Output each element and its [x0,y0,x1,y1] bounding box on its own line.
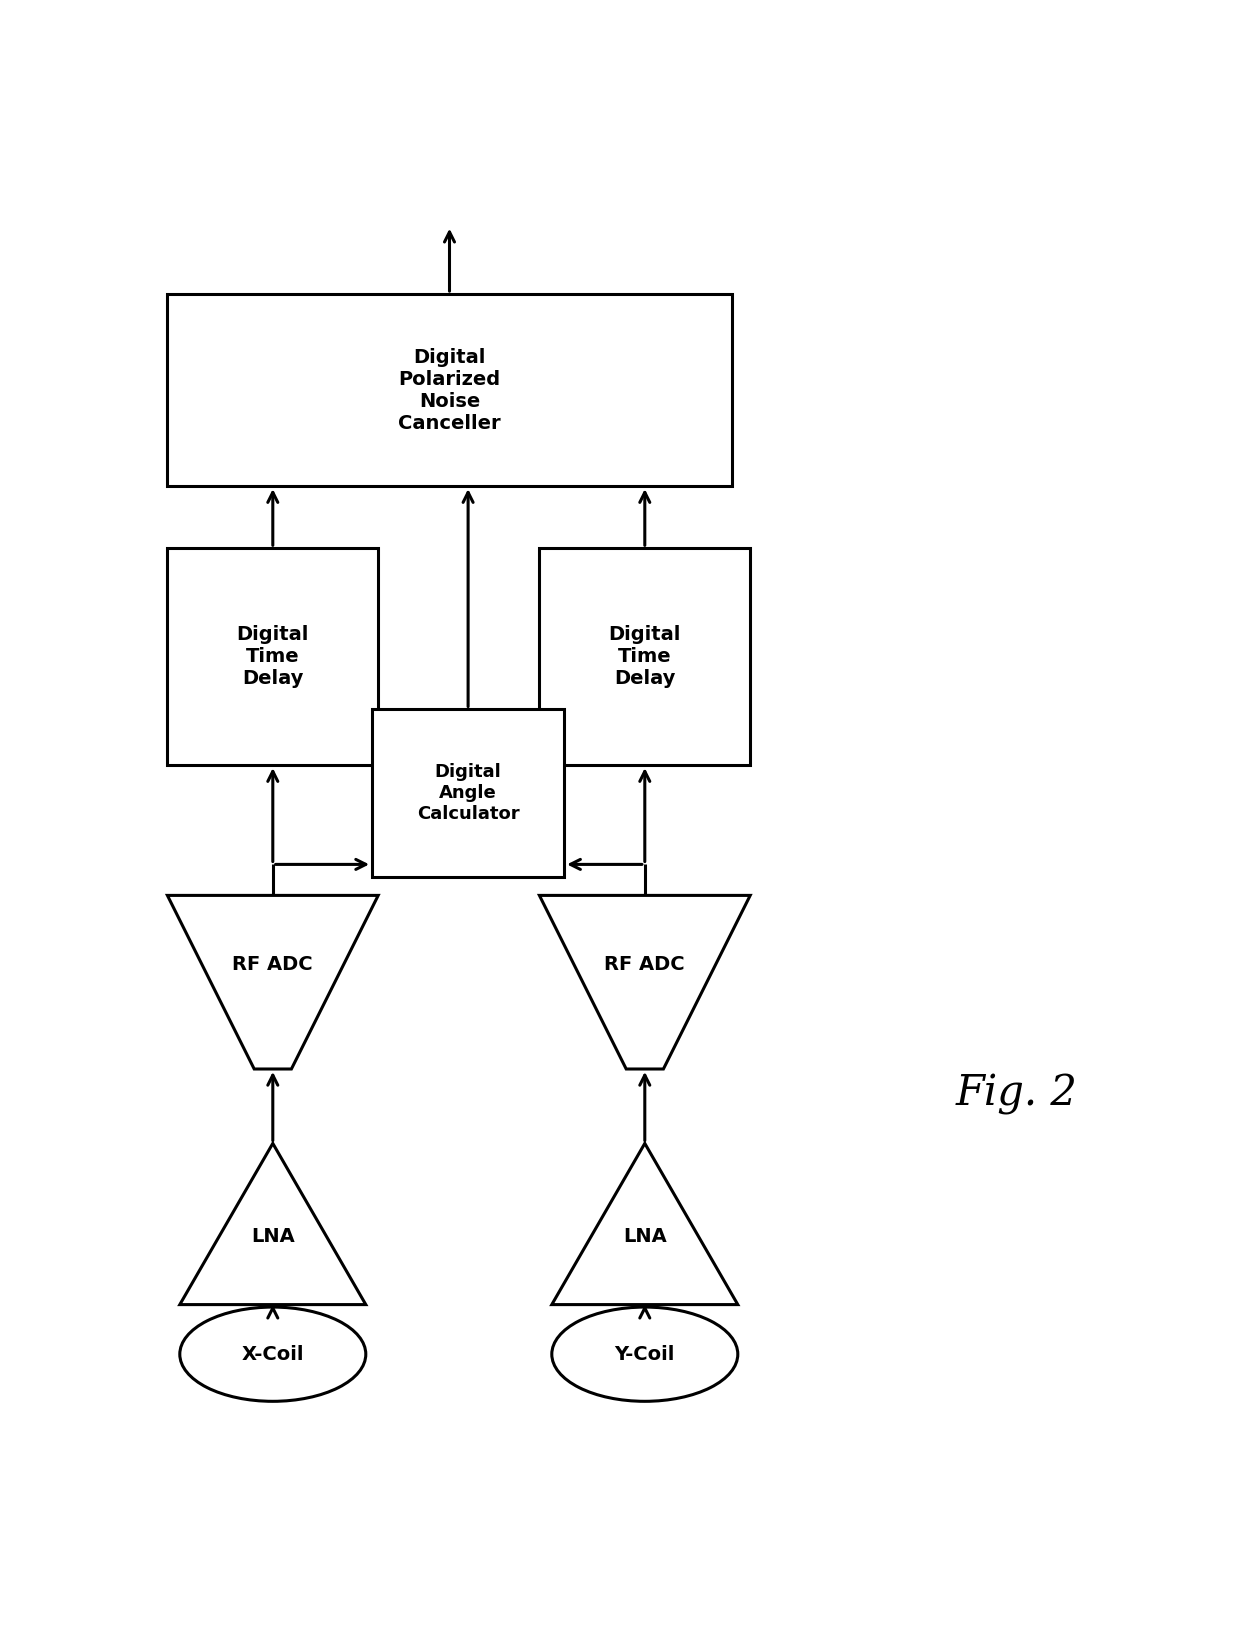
Bar [372,709,564,877]
Polygon shape [552,1143,738,1305]
Polygon shape [180,1143,366,1305]
Text: Digital
Time
Delay: Digital Time Delay [609,626,681,688]
Text: Y-Coil: Y-Coil [615,1345,675,1365]
Polygon shape [539,895,750,1069]
Text: RF ADC: RF ADC [232,956,314,974]
Text: RF ADC: RF ADC [604,956,686,974]
Text: Digital
Angle
Calculator: Digital Angle Calculator [417,764,520,823]
Bar [167,548,378,765]
Ellipse shape [552,1307,738,1401]
Text: X-Coil: X-Coil [242,1345,304,1365]
Bar [167,294,732,486]
Text: Digital
Polarized
Noise
Canceller: Digital Polarized Noise Canceller [398,348,501,432]
Polygon shape [167,895,378,1069]
Text: Digital
Time
Delay: Digital Time Delay [237,626,309,688]
Text: Fig. 2: Fig. 2 [956,1072,1078,1115]
Ellipse shape [180,1307,366,1401]
Bar [539,548,750,765]
Text: LNA: LNA [622,1227,667,1246]
Text: LNA: LNA [250,1227,295,1246]
